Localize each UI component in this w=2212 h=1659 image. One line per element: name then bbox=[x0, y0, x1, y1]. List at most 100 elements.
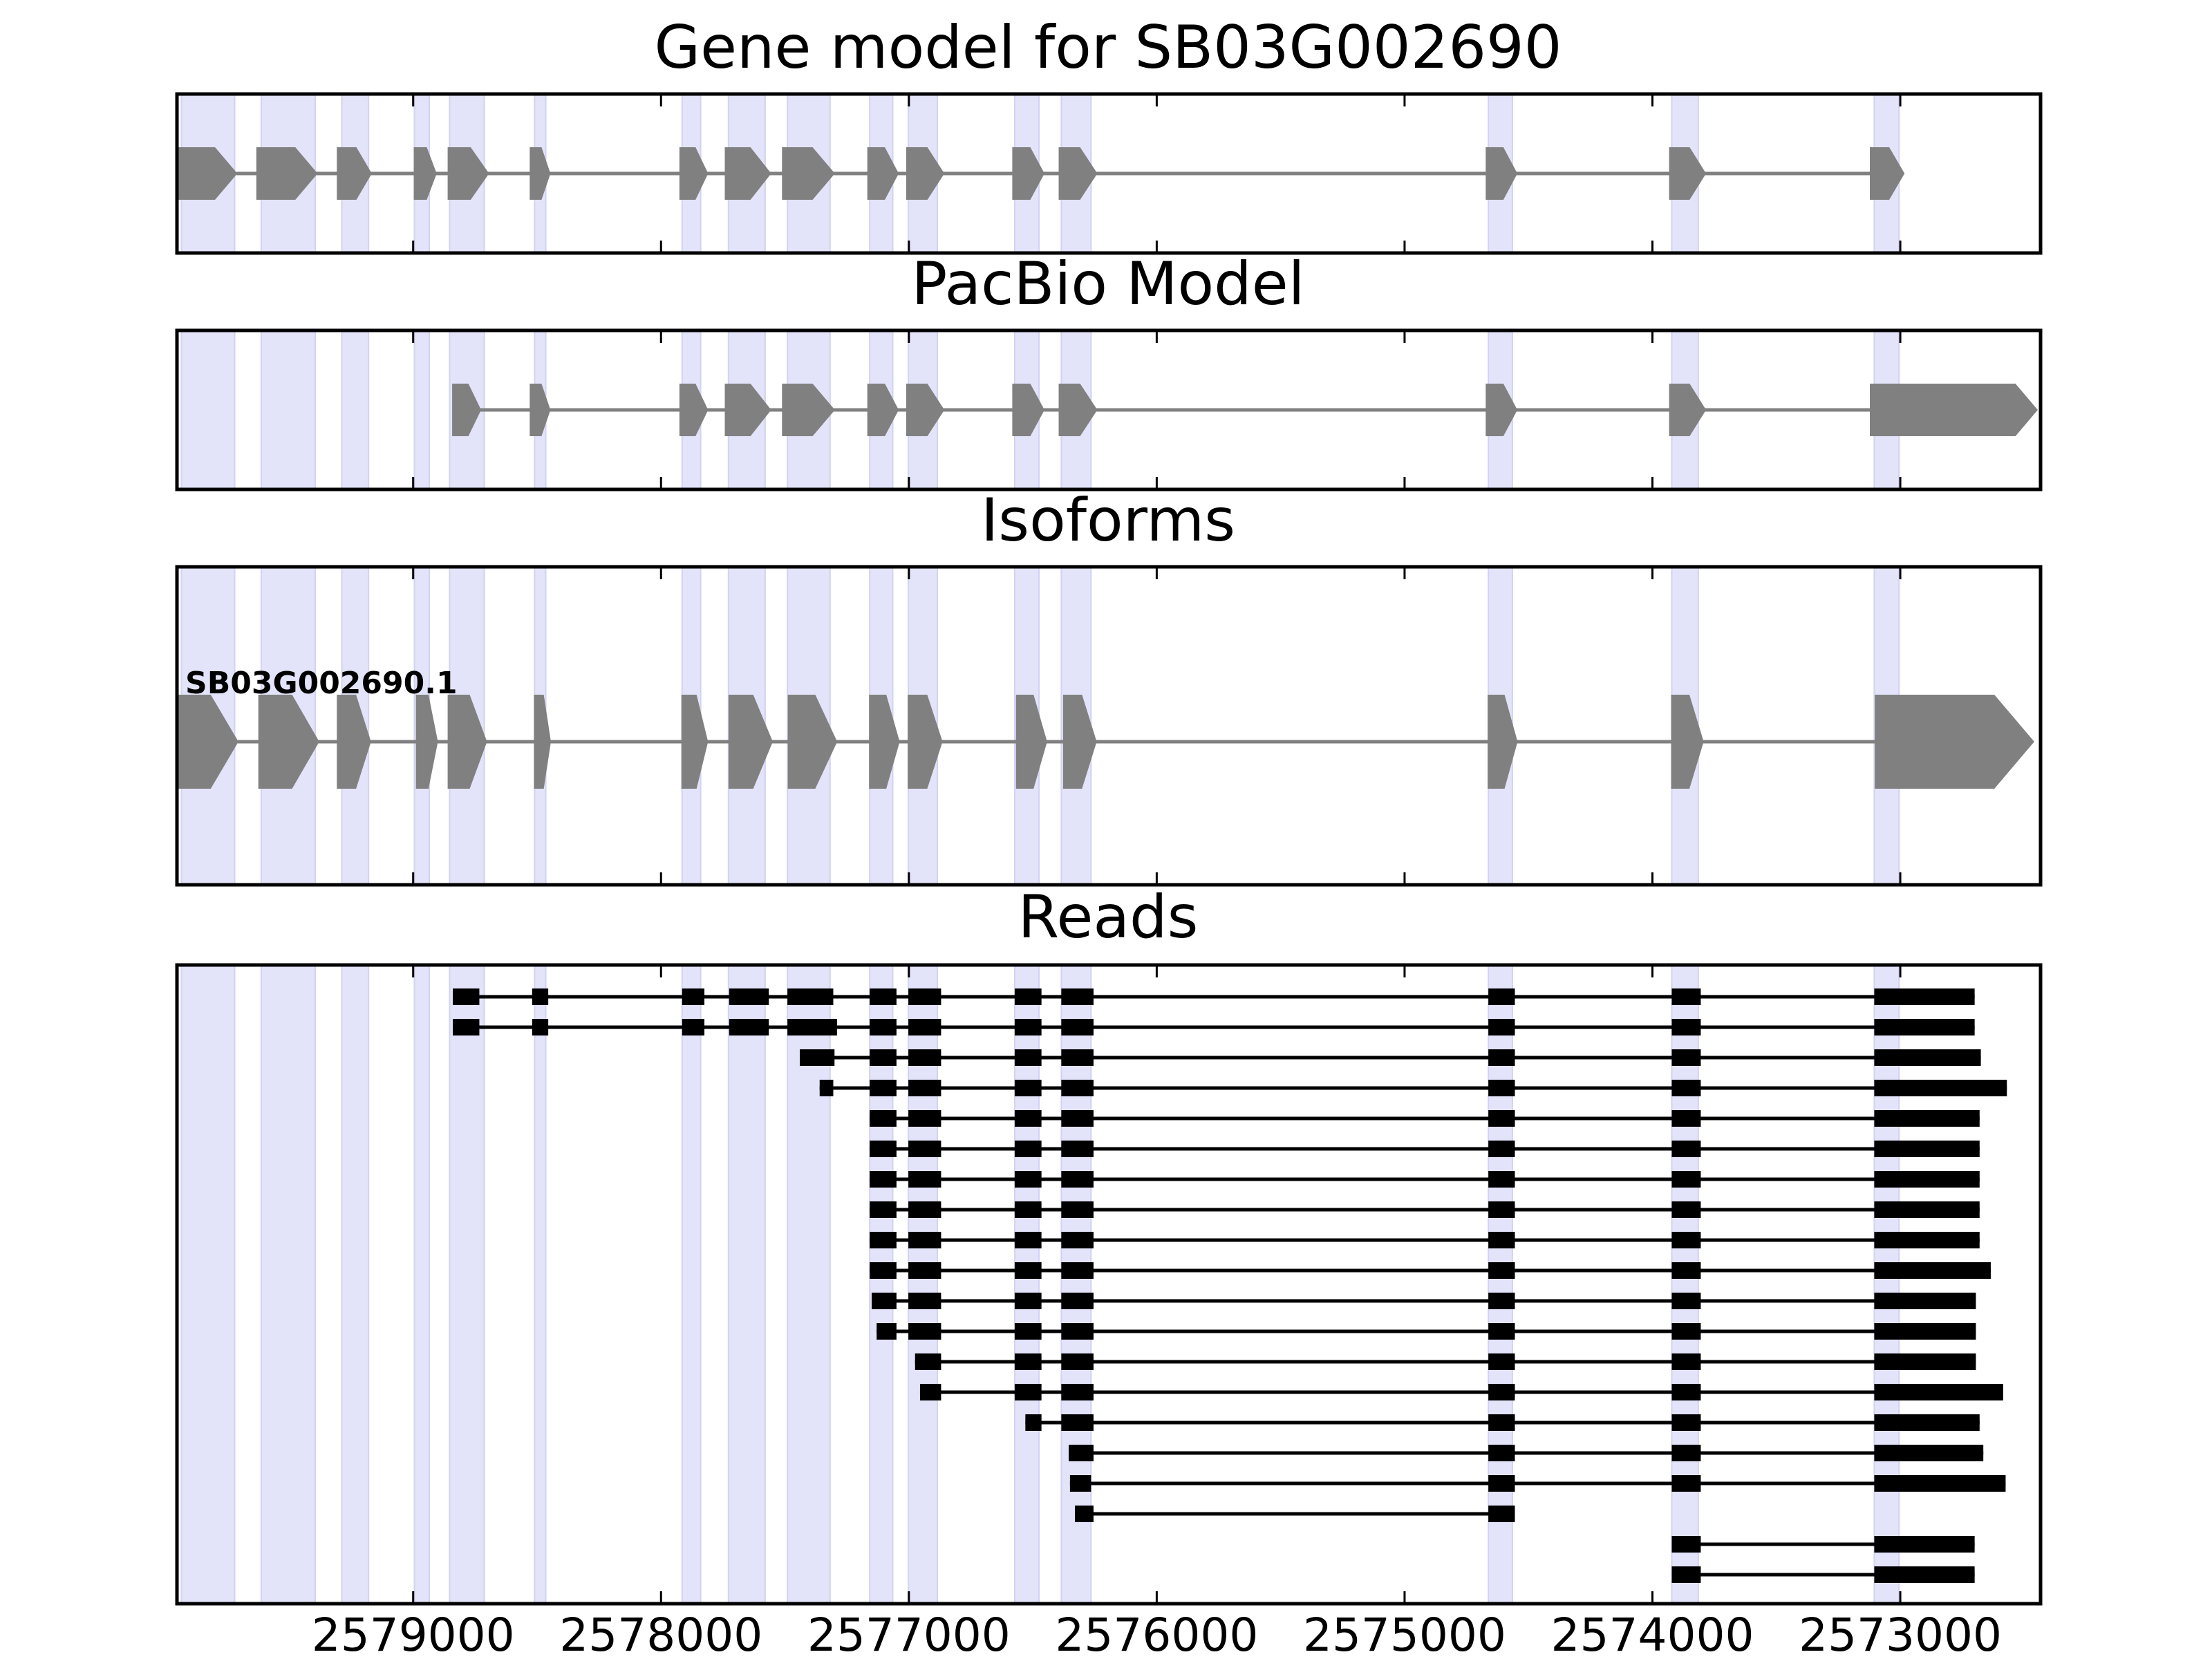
read-exon-block bbox=[1014, 1232, 1042, 1248]
read-exon-block bbox=[1488, 1445, 1515, 1461]
exon-block bbox=[1015, 695, 1047, 789]
read-exon-block bbox=[1874, 1232, 1980, 1248]
read-exon-block bbox=[1488, 1019, 1515, 1035]
read-exon-block bbox=[1671, 1201, 1701, 1218]
shaded-exon-region bbox=[260, 964, 317, 1604]
read-exon-block bbox=[870, 1171, 897, 1188]
read-exon-block bbox=[1488, 1141, 1515, 1157]
exon-block bbox=[869, 695, 900, 789]
panel-reads: Reads bbox=[175, 883, 2043, 1606]
read-exon-block bbox=[1014, 1080, 1042, 1096]
shaded-exon-region bbox=[413, 964, 431, 1604]
read-exon-block bbox=[532, 1019, 549, 1035]
exon-block bbox=[867, 147, 899, 200]
read-exon-block bbox=[1874, 1019, 1975, 1035]
read-exon-block bbox=[1488, 1110, 1515, 1127]
exon-block bbox=[1058, 147, 1098, 200]
read-exon-block bbox=[1014, 1323, 1042, 1340]
read-exon-block bbox=[919, 1384, 941, 1400]
shaded-exon-region bbox=[180, 330, 236, 490]
ticks-isoforms bbox=[412, 567, 1902, 885]
read-exon-block bbox=[1874, 1445, 1984, 1461]
read-exon-block bbox=[870, 1110, 897, 1127]
panel-frame-isoforms bbox=[175, 565, 2043, 887]
read-exon-block bbox=[532, 988, 549, 1005]
read-exon-block bbox=[870, 1049, 897, 1066]
read-exon-block bbox=[908, 1141, 941, 1157]
exon-block bbox=[1669, 384, 1707, 436]
exon-block bbox=[1485, 147, 1518, 200]
read-exon-block bbox=[682, 988, 705, 1005]
read-exon-block bbox=[877, 1323, 897, 1340]
read-exon-block bbox=[1671, 1475, 1701, 1492]
pacbio-model-features bbox=[452, 384, 2038, 436]
read-exon-block bbox=[908, 1262, 941, 1279]
read-exon-block bbox=[1061, 1110, 1094, 1127]
shaded-exon-region bbox=[449, 964, 485, 1604]
read-exon-block bbox=[908, 1293, 941, 1309]
exon-block bbox=[1875, 695, 2034, 789]
read-exon-block bbox=[908, 988, 941, 1005]
read-exon-block bbox=[870, 988, 897, 1005]
panel-frame-reads bbox=[175, 963, 2043, 1606]
read-exon-block bbox=[1488, 1414, 1515, 1431]
read-exon-block bbox=[1061, 1171, 1094, 1188]
isoform-label: SB03G002690.1 bbox=[185, 666, 458, 701]
read-exon-block bbox=[682, 1019, 705, 1035]
read-exon-block bbox=[870, 1080, 897, 1096]
read-exon-block bbox=[908, 1323, 941, 1340]
exon-block bbox=[1012, 147, 1045, 200]
read-exon-block bbox=[915, 1353, 941, 1370]
x-tick-label: 2575000 bbox=[1303, 1609, 1506, 1659]
read-exon-block bbox=[1671, 1445, 1701, 1461]
ticks-gene-model bbox=[412, 94, 1902, 253]
read-exon-block bbox=[1671, 1141, 1701, 1157]
exon-shading-reads bbox=[180, 964, 1900, 1604]
read-exon-block bbox=[1874, 1171, 1980, 1188]
read-exon-block bbox=[908, 1019, 941, 1035]
read-exon-block bbox=[1874, 1201, 1980, 1218]
read-exon-block bbox=[819, 1080, 834, 1096]
read-exon-block bbox=[1488, 1323, 1515, 1340]
read-exon-block bbox=[1061, 1293, 1094, 1309]
read-exon-block bbox=[1874, 988, 1975, 1005]
read-exon-block bbox=[1874, 1536, 1975, 1553]
shaded-exon-region bbox=[260, 330, 317, 490]
read-exon-block bbox=[1488, 1171, 1515, 1188]
read-exon-block bbox=[870, 1262, 897, 1279]
exon-block bbox=[337, 695, 371, 789]
read-exon-block bbox=[1025, 1414, 1042, 1431]
read-exon-block bbox=[1874, 1293, 1976, 1309]
x-tick-label: 2576000 bbox=[1055, 1609, 1258, 1659]
read-exon-block bbox=[1874, 1080, 2007, 1096]
panel-title-gene-model: Gene model for SB03G002690 bbox=[655, 13, 1562, 82]
exon-block bbox=[1870, 384, 2038, 436]
read-exon-block bbox=[1488, 1232, 1515, 1248]
read-exon-block bbox=[870, 1141, 897, 1157]
exon-block bbox=[1012, 384, 1045, 436]
panel-gene-model: Gene model for SB03G002690 bbox=[175, 13, 2043, 255]
exon-block bbox=[906, 147, 945, 200]
exon-block bbox=[337, 147, 372, 200]
read-exon-block bbox=[1061, 1080, 1094, 1096]
exon-block bbox=[447, 147, 489, 200]
read-exon-block bbox=[1014, 1019, 1042, 1035]
read-exon-block bbox=[1671, 1384, 1701, 1400]
read-exon-block bbox=[908, 1080, 941, 1096]
read-exon-block bbox=[1061, 1049, 1094, 1066]
read-exon-block bbox=[1671, 1019, 1701, 1035]
read-exon-block bbox=[1014, 1110, 1042, 1127]
read-exon-block bbox=[908, 1232, 941, 1248]
exon-block bbox=[724, 384, 771, 436]
read-exon-block bbox=[1671, 1171, 1701, 1188]
shaded-exon-region bbox=[180, 964, 236, 1604]
read-exon-block bbox=[1488, 1262, 1515, 1279]
read-exon-block bbox=[1014, 1262, 1042, 1279]
read-exon-block bbox=[1671, 988, 1701, 1005]
read-exon-block bbox=[1069, 1475, 1091, 1492]
read-exon-block bbox=[870, 1019, 897, 1035]
read-exon-block bbox=[1488, 1384, 1515, 1400]
read-exon-block bbox=[1874, 1049, 1981, 1066]
read-exon-block bbox=[1488, 1353, 1515, 1370]
